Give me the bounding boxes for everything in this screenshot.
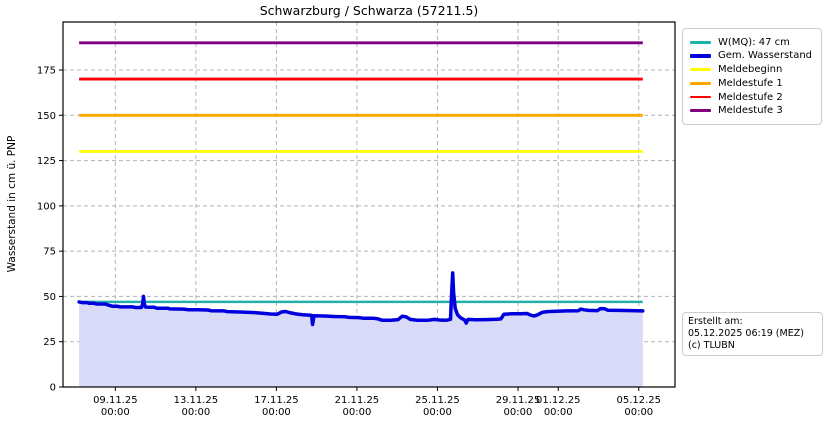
legend-line-swatch — [690, 109, 711, 113]
x-tick-time-label: 00:00 — [262, 407, 291, 418]
legend-item-meldestufe-1: Meldestufe 1 — [690, 78, 814, 89]
legend-line-swatch — [690, 40, 711, 44]
x-tick-label: 29.11.25 — [496, 395, 541, 406]
x-tick-label: 05.12.25 — [616, 395, 661, 406]
legend-label: Meldebeginn — [718, 64, 783, 76]
chart-title: Schwarzburg / Schwarza (57211.5) — [259, 3, 479, 18]
x-tick-time-label: 00:00 — [181, 407, 210, 418]
y-axis-ticks: 0 25 50 75 100 125 150 175 — [37, 66, 63, 394]
x-tick-label: 09.11.25 — [93, 395, 138, 406]
legend: W(MQ): 47 cm Gem. Wasserstand Meldebeginn M… — [682, 28, 822, 125]
legend-item-w-mq-47-cm: W(MQ): 47 cm — [690, 37, 814, 48]
y-tick-label: 175 — [37, 66, 56, 77]
legend-line-swatch — [690, 82, 711, 85]
y-tick-label: 75 — [43, 247, 56, 258]
x-tick-label: 13.11.25 — [174, 395, 219, 406]
legend-item-gem-wasserstand: Gem. Wasserstand — [690, 50, 814, 61]
legend-line-swatch — [690, 68, 711, 71]
x-tick-time-label: 00:00 — [101, 407, 130, 418]
copyright-text: (c) TLUBN — [688, 340, 735, 352]
legend-line-swatch — [690, 53, 711, 58]
created-label: Erstellt am: — [688, 316, 743, 327]
legend-item-meldebeginn: Meldebeginn — [690, 64, 814, 75]
legend-item-meldestufe-3: Meldestufe 3 — [690, 105, 814, 116]
legend-label: Meldestufe 1 — [718, 77, 783, 89]
y-tick-label: 50 — [43, 292, 56, 303]
x-tick-time-label: 00:00 — [343, 407, 372, 418]
y-tick-label: 25 — [43, 337, 56, 348]
y-tick-label: 125 — [37, 156, 56, 167]
x-tick-label: 17.11.25 — [254, 395, 299, 406]
legend-label: Meldestufe 3 — [718, 105, 783, 117]
legend-label: Gem. Wasserstand — [718, 50, 813, 62]
x-tick-time-label: 00:00 — [423, 407, 452, 418]
x-tick-time-label: 00:00 — [504, 407, 533, 418]
legend-label: W(MQ): 47 cm — [718, 36, 790, 48]
legend-label: Meldestufe 2 — [718, 91, 783, 103]
y-axis-label: Wasserstand in cm ü. PNP — [6, 135, 18, 273]
y-tick-label: 100 — [37, 201, 56, 212]
x-axis-ticks: 09.11.2500:0013.11.2500:0017.11.2500:002… — [93, 387, 661, 418]
legend-item-meldestufe-2: Meldestufe 2 — [690, 92, 814, 103]
water-level-area — [79, 272, 643, 387]
legend-line-swatch — [690, 95, 711, 99]
created-timestamp: 05.12.2025 06:19 (MEZ) — [688, 328, 804, 340]
y-tick-label: 0 — [50, 383, 56, 394]
created-info-box: Erstellt am: 05.12.2025 06:19 (MEZ) (c) … — [682, 312, 823, 357]
x-tick-label: 25.11.25 — [415, 395, 460, 406]
plot-frame — [62, 21, 676, 388]
x-tick-label: 21.11.25 — [335, 395, 380, 406]
y-tick-label: 150 — [37, 111, 56, 122]
x-tick-time-label: 00:00 — [624, 407, 653, 418]
water-level-line — [77, 271, 645, 327]
x-tick-label: 01.12.25 — [536, 395, 581, 406]
threshold-lines — [79, 41, 643, 304]
x-tick-time-label: 00:00 — [544, 407, 573, 418]
